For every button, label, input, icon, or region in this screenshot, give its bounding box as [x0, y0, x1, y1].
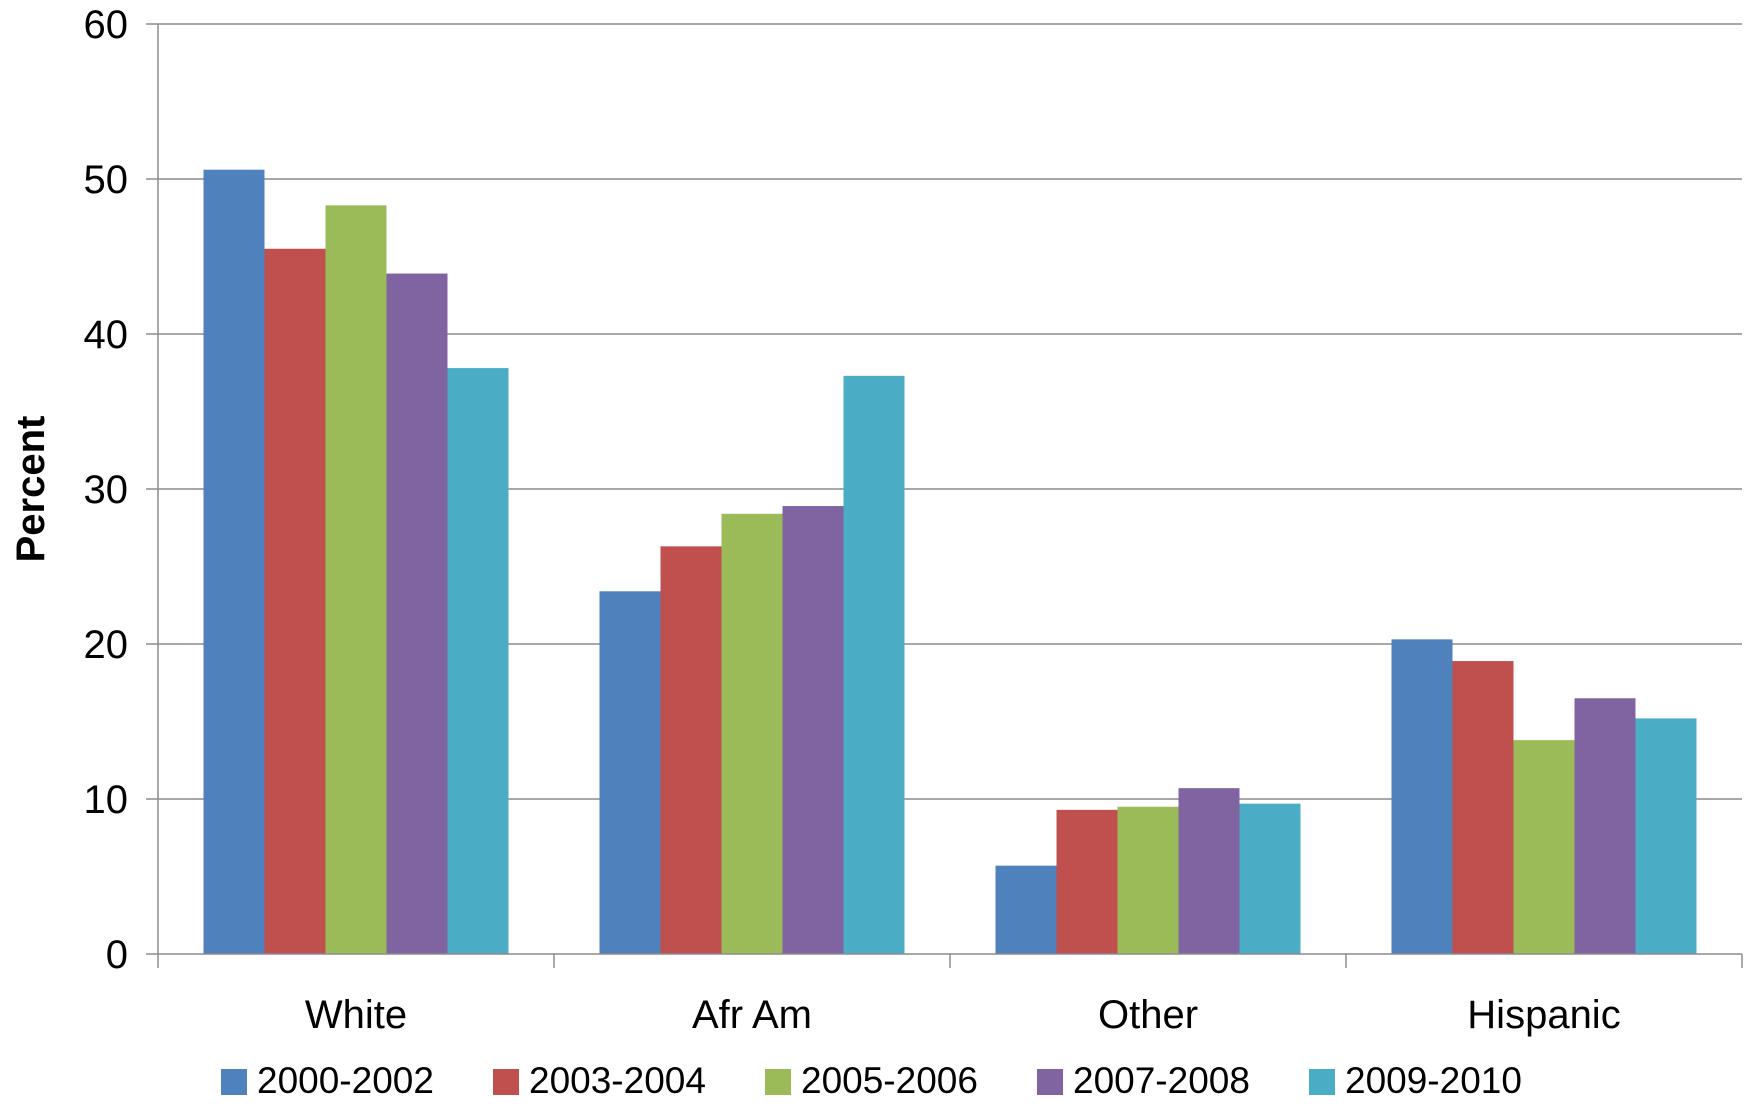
bar-white-2007-2008	[386, 273, 448, 954]
bar-white-2003-2004	[264, 248, 326, 954]
bar-hispanic-2003-2004	[1452, 661, 1514, 954]
x-axis-ticks: White Afr Am Other Hispanic	[157, 954, 1743, 1037]
x-tick-label: Other	[1098, 993, 1198, 1037]
bar-hispanic-2005-2006	[1513, 740, 1575, 954]
legend: 2000-2002 2003-2004 2005-2006 2007-2008 2009…	[221, 1060, 1522, 1101]
bar-white-2000-2002	[203, 169, 265, 954]
y-tick-label: 20	[84, 623, 129, 667]
legend-item: 2000-2002	[221, 1060, 434, 1101]
x-tick-label: White	[305, 993, 407, 1037]
bar-white-2009-2010	[447, 368, 509, 955]
legend-item: 2009-2010	[1309, 1060, 1522, 1101]
legend-swatch	[765, 1069, 791, 1095]
bar-other-2003-2004	[1056, 809, 1118, 954]
legend-item: 2007-2008	[1037, 1060, 1250, 1101]
bar-afr-am-2000-2002	[599, 591, 661, 954]
y-tick-label: 40	[84, 313, 129, 357]
y-tick-label: 30	[84, 468, 129, 512]
y-axis-title: Percent	[9, 416, 53, 563]
legend-item: 2005-2006	[765, 1060, 978, 1101]
bar-afr-am-2007-2008	[782, 506, 844, 954]
bar-hispanic-2009-2010	[1635, 718, 1697, 954]
x-tick-label: Hispanic	[1467, 993, 1620, 1037]
bar-afr-am-2009-2010	[843, 375, 905, 955]
y-axis-ticks: 0 10 20 30 40 50 60	[84, 3, 158, 977]
bar-afr-am-2005-2006	[721, 513, 783, 954]
legend-label: 2005-2006	[801, 1060, 978, 1101]
bar-other-2009-2010	[1239, 803, 1301, 954]
legend-swatch	[1037, 1069, 1063, 1095]
bar-other-2005-2006	[1117, 806, 1179, 954]
legend-swatch	[1309, 1069, 1335, 1095]
x-tick-label: Afr Am	[692, 993, 812, 1037]
y-tick-label: 0	[106, 933, 128, 977]
legend-label: 2009-2010	[1345, 1060, 1522, 1101]
y-tick-label: 50	[84, 158, 129, 202]
legend-label: 2007-2008	[1073, 1060, 1250, 1101]
bar-other-2007-2008	[1178, 788, 1240, 954]
bar-afr-am-2003-2004	[660, 546, 722, 954]
legend-swatch	[493, 1069, 519, 1095]
legend-item: 2003-2004	[493, 1060, 706, 1101]
bar-other-2000-2002	[995, 865, 1057, 954]
bar-white-2005-2006	[325, 205, 387, 955]
legend-label: 2000-2002	[257, 1060, 434, 1101]
bar-hispanic-2000-2002	[1391, 639, 1453, 954]
bars	[203, 169, 1697, 955]
legend-swatch	[221, 1069, 247, 1095]
y-tick-label: 10	[84, 778, 129, 822]
y-tick-label: 60	[84, 3, 129, 47]
bar-hispanic-2007-2008	[1574, 698, 1636, 954]
legend-label: 2003-2004	[529, 1060, 706, 1101]
